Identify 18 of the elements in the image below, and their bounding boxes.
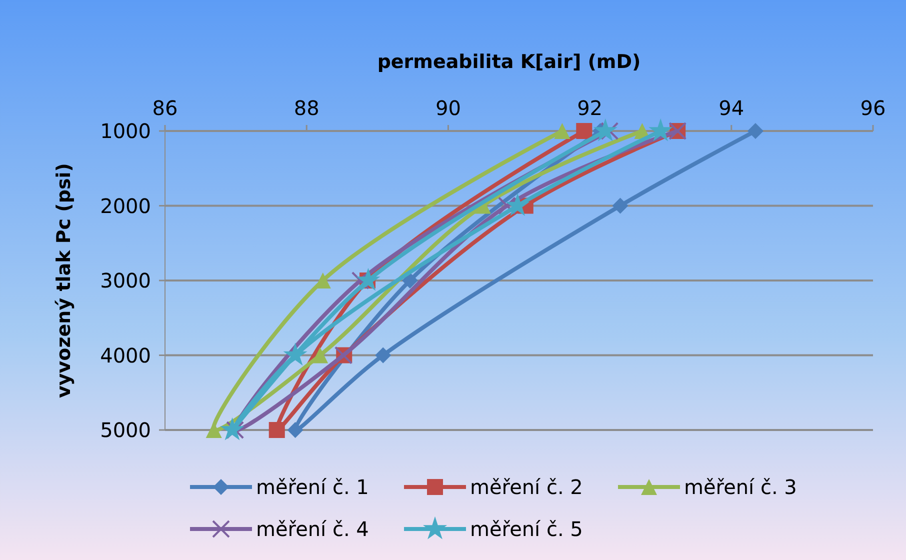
x-tick-label: 90 (435, 96, 461, 120)
legend-label: měření č. 3 (684, 475, 797, 499)
legend-label: měření č. 5 (470, 517, 583, 541)
y-tick-label: 3000 (100, 268, 151, 292)
x-tick-label: 94 (718, 96, 744, 120)
y-tick-label: 2000 (100, 194, 151, 218)
y-tick-label: 4000 (100, 343, 151, 368)
legend-label: měření č. 1 (256, 475, 369, 499)
x-tick-label: 86 (152, 96, 178, 120)
y-axis-title: vyvozený tlak Pc (psi) (53, 163, 75, 398)
y-tick-label: 5000 (100, 418, 151, 442)
x-axis-title: permeabilita K[air] (mD) (377, 51, 641, 73)
legend-label: měření č. 2 (470, 475, 583, 499)
legend-label: měření č. 4 (256, 517, 369, 541)
x-tick-label: 88 (294, 96, 320, 120)
x-tick-label: 96 (860, 96, 886, 120)
y-tick-label: 1000 (100, 119, 151, 143)
x-tick-label: 92 (577, 96, 603, 120)
